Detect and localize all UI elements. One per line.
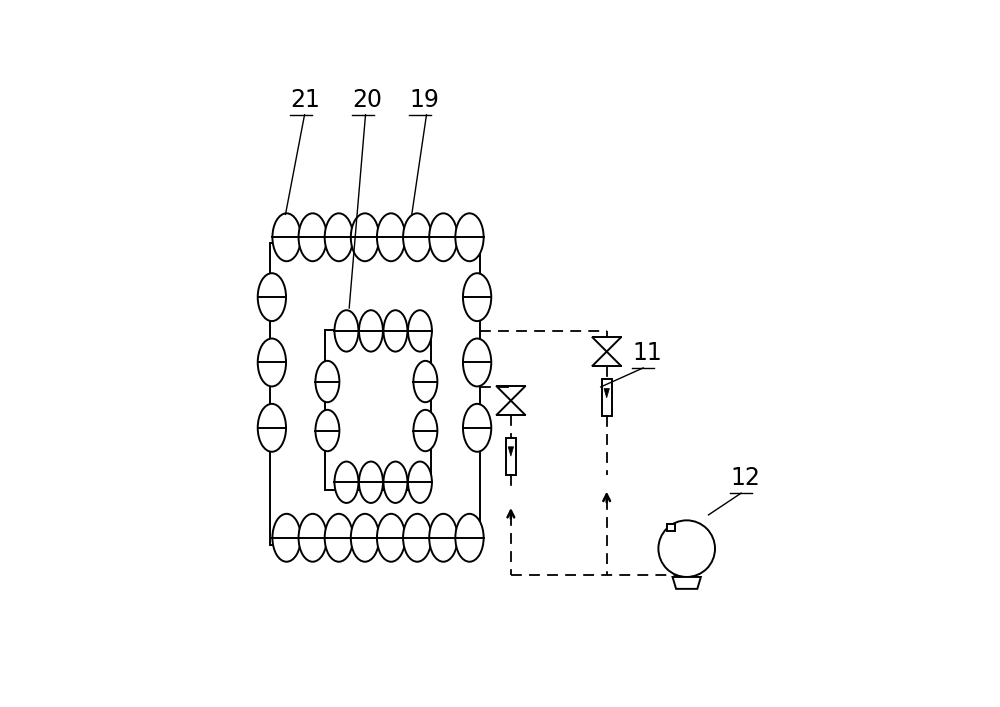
Ellipse shape [455, 514, 484, 562]
Ellipse shape [455, 214, 484, 261]
Ellipse shape [272, 214, 301, 261]
Bar [602, 380, 612, 416]
Ellipse shape [359, 462, 383, 503]
Ellipse shape [258, 339, 286, 387]
Ellipse shape [463, 404, 491, 452]
Ellipse shape [351, 514, 379, 562]
Ellipse shape [258, 273, 286, 321]
Bar [270, 243, 480, 545]
Ellipse shape [272, 514, 301, 562]
Ellipse shape [383, 310, 407, 351]
Polygon shape [673, 577, 701, 589]
Ellipse shape [334, 310, 358, 351]
Ellipse shape [258, 404, 286, 452]
Ellipse shape [299, 214, 327, 261]
Ellipse shape [429, 214, 458, 261]
Ellipse shape [377, 214, 405, 261]
Ellipse shape [429, 514, 458, 562]
Ellipse shape [403, 214, 431, 261]
Ellipse shape [403, 514, 431, 562]
Polygon shape [508, 447, 514, 456]
Ellipse shape [351, 214, 379, 261]
Text: 20: 20 [352, 88, 382, 112]
Circle shape [658, 520, 715, 577]
Text: 21: 21 [290, 88, 320, 112]
Ellipse shape [325, 214, 353, 261]
Ellipse shape [325, 514, 353, 562]
Bar [325, 329, 431, 491]
Ellipse shape [315, 361, 339, 402]
Text: 19: 19 [409, 88, 439, 112]
Ellipse shape [413, 361, 437, 402]
Text: 12: 12 [730, 466, 760, 490]
Ellipse shape [413, 410, 437, 451]
Bar [506, 438, 516, 474]
Ellipse shape [408, 462, 432, 503]
Text: 11: 11 [632, 341, 662, 365]
Ellipse shape [408, 310, 432, 351]
Ellipse shape [463, 339, 491, 387]
Ellipse shape [359, 310, 383, 351]
Ellipse shape [299, 514, 327, 562]
Ellipse shape [377, 514, 405, 562]
Ellipse shape [463, 273, 491, 321]
Ellipse shape [334, 462, 358, 503]
Ellipse shape [383, 462, 407, 503]
Ellipse shape [315, 410, 339, 451]
Bar [667, 524, 675, 531]
Polygon shape [604, 389, 609, 398]
